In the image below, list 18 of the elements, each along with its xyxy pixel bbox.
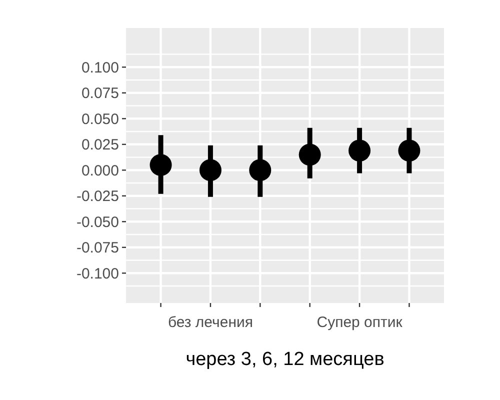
y-tick-label: -0.075: [76, 240, 119, 257]
y-tick-label: 0.025: [81, 136, 119, 154]
y-tick-label: 0.000: [81, 162, 119, 180]
y-tick-label: 0.075: [81, 85, 119, 102]
y-tick-label: -0.025: [76, 188, 119, 206]
point: [249, 159, 272, 182]
x-tick-label: без лечения: [168, 314, 253, 331]
x-tick-label: Супер оптик: [316, 314, 403, 331]
y-tick-label: -0.100: [76, 265, 119, 282]
point: [398, 140, 420, 162]
x-axis-title: через 3, 6, 12 месяцев: [186, 349, 384, 370]
y-tick-label: 0.050: [81, 110, 119, 128]
point: [348, 140, 371, 162]
point: [150, 154, 172, 176]
y-tick-label: -0.050: [76, 214, 119, 231]
point: [298, 144, 321, 166]
point: [199, 159, 222, 182]
y-tick-label: 0.100: [81, 59, 119, 76]
